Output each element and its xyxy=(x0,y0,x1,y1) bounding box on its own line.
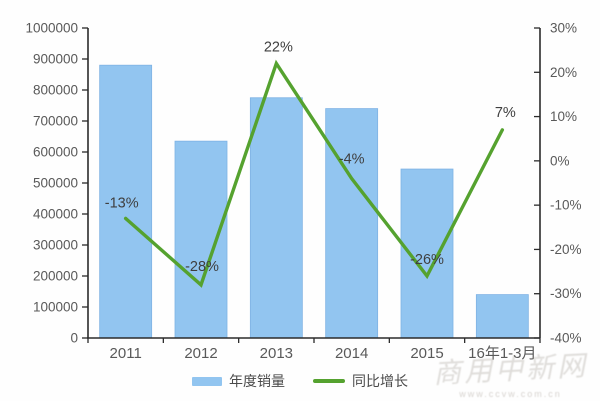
line-series-label: 同比增长 xyxy=(352,373,408,389)
bar-2011 xyxy=(99,64,153,339)
left-axis-tick-label: 800000 xyxy=(33,83,78,98)
point-label-2012: -28% xyxy=(185,259,219,275)
bar-2012 xyxy=(174,140,228,339)
line-series-swatch xyxy=(313,379,345,383)
left-axis-tick-label: 200000 xyxy=(33,269,78,284)
bar-2014 xyxy=(325,108,379,339)
left-axis-tick-label: 400000 xyxy=(33,207,78,222)
left-axis-tick-label: 900000 xyxy=(33,52,78,67)
point-label-2013: 22% xyxy=(264,39,293,55)
left-axis-tick-label: 0 xyxy=(70,331,78,346)
right-axis-tick-label: 30% xyxy=(550,21,577,36)
right-axis-tick-label: -10% xyxy=(550,198,582,213)
left-axis-tick-label: 500000 xyxy=(33,176,78,191)
point-label-2015: -26% xyxy=(410,252,444,268)
category-label-2014: 2014 xyxy=(335,345,368,362)
right-axis-tick-label: 0% xyxy=(550,153,570,168)
bar-series-swatch xyxy=(192,376,222,386)
left-axis-tick-label: 700000 xyxy=(33,114,78,129)
category-label-16年1-3月: 16年1-3月 xyxy=(468,345,536,362)
point-label-2014: -4% xyxy=(339,152,365,168)
point-label-16年1-3月: 7% xyxy=(495,105,516,121)
category-label-2012: 2012 xyxy=(184,345,217,362)
left-axis-tick-label: 1000000 xyxy=(25,21,78,36)
point-label-2011: -13% xyxy=(105,195,139,211)
legend-item-annual-sales: 年度销量 xyxy=(192,371,285,391)
category-label-2013: 2013 xyxy=(260,345,293,362)
category-label-2015: 2015 xyxy=(410,345,443,362)
right-axis-tick-label: -40% xyxy=(550,331,582,346)
left-axis-tick-label: 600000 xyxy=(33,145,78,160)
right-axis-tick-label: 20% xyxy=(550,65,577,80)
legend-item-yoy-growth: 同比增长 xyxy=(313,371,408,391)
left-axis-tick-label: 300000 xyxy=(33,238,78,253)
yoy-growth-line xyxy=(123,59,505,288)
chart-legend: 年度销量 同比增长 xyxy=(0,371,600,391)
bar-2013 xyxy=(249,97,303,339)
left-axis-tick-label: 100000 xyxy=(33,300,78,315)
right-axis-tick-label: -20% xyxy=(550,242,582,257)
right-axis-tick-label: -30% xyxy=(550,286,582,301)
bar-16年1-3月 xyxy=(475,294,529,339)
right-axis-tick-label: 10% xyxy=(550,109,577,124)
category-label-2011: 2011 xyxy=(110,345,142,362)
bar-series-label: 年度销量 xyxy=(229,373,285,389)
